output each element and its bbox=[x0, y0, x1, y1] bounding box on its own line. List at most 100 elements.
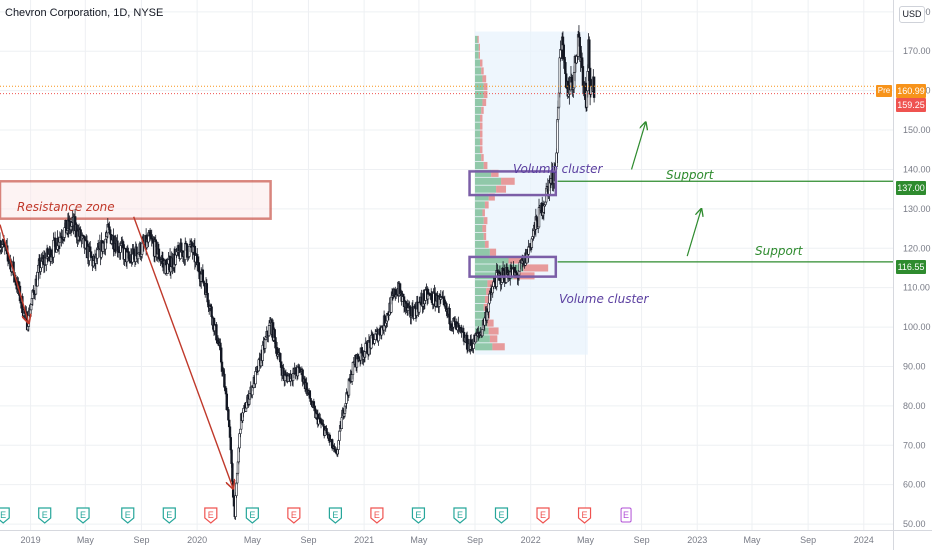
volume-profile-bar-down bbox=[484, 295, 490, 304]
x-tick-label: Sep bbox=[300, 535, 316, 545]
x-tick-label: 2019 bbox=[21, 535, 41, 545]
earnings-marker[interactable]: E bbox=[494, 507, 509, 524]
candle-body bbox=[527, 246, 530, 255]
y-tick-label: 170.00 bbox=[903, 46, 931, 56]
earnings-marker-letter: E bbox=[249, 510, 255, 520]
candle-body bbox=[234, 495, 237, 517]
volume-profile-bar-down bbox=[496, 185, 507, 193]
earnings-marker[interactable]: E bbox=[162, 507, 176, 524]
earnings-marker-letter: E bbox=[291, 510, 297, 520]
earnings-marker-letter: E bbox=[332, 510, 338, 520]
candle-body bbox=[215, 324, 218, 341]
downtrend-arrow bbox=[133, 216, 233, 489]
earnings-marker[interactable]: E bbox=[577, 507, 592, 524]
volume-profile-bar-up bbox=[475, 217, 484, 225]
volume-profile-bar-up bbox=[475, 59, 480, 67]
candle-body bbox=[448, 308, 451, 325]
downtrend-arrow bbox=[0, 224, 29, 324]
volume-cluster-bottom-label: Volume cluster bbox=[559, 292, 649, 306]
y-tick-label: 70.00 bbox=[903, 440, 926, 450]
x-tick-label: Sep bbox=[800, 535, 816, 545]
volume-profile-bar-down bbox=[479, 114, 483, 122]
earnings-marker-badge bbox=[411, 507, 426, 524]
earnings-marker[interactable]: E bbox=[453, 507, 467, 524]
earnings-marker[interactable]: E bbox=[245, 507, 259, 524]
candle-body bbox=[185, 243, 189, 251]
volume-profile-bar-up bbox=[475, 98, 483, 106]
earnings-marker[interactable]: E bbox=[0, 507, 10, 524]
earnings-marker-letter: E bbox=[80, 510, 86, 520]
candle-body bbox=[29, 304, 33, 311]
currency-badge[interactable]: USD bbox=[899, 6, 925, 23]
volume-profile-bar-up bbox=[475, 335, 490, 343]
earnings-marker-letter: E bbox=[457, 510, 463, 520]
volume-profile-bar-down bbox=[489, 335, 498, 343]
x-tick-label: 2022 bbox=[521, 535, 541, 545]
volume-profile-bar-up bbox=[475, 51, 479, 59]
candle-body bbox=[558, 57, 561, 94]
volume-profile-bar-down bbox=[482, 225, 487, 233]
earnings-marker-badge bbox=[328, 507, 342, 524]
volume-profile-bar-up bbox=[475, 91, 484, 99]
volume-profile-bar-up bbox=[475, 343, 493, 351]
volume-profile-bar-down bbox=[478, 51, 480, 59]
earnings-marker-letter: E bbox=[166, 510, 172, 520]
earnings-marker-badge bbox=[162, 507, 176, 524]
earnings-marker[interactable]: E bbox=[287, 507, 301, 524]
volume-profile-bar-down bbox=[482, 75, 487, 83]
earnings-marker-letter: E bbox=[498, 510, 504, 520]
candle-body bbox=[140, 242, 144, 255]
candle-body bbox=[147, 235, 150, 243]
volume-profile-bar-up bbox=[475, 138, 480, 146]
volume-profile-bar-up bbox=[475, 280, 488, 288]
earnings-marker[interactable]: E bbox=[620, 507, 632, 523]
earnings-marker-badge bbox=[204, 507, 218, 524]
candle-body bbox=[231, 463, 234, 482]
volume-cluster-box bbox=[468, 255, 558, 278]
volume-profile-bar-up bbox=[475, 75, 483, 83]
resistance-zone-box bbox=[0, 180, 272, 220]
earnings-marker-letter: E bbox=[623, 510, 629, 520]
earnings-marker[interactable]: E bbox=[204, 507, 218, 524]
volume-profile-bar-up bbox=[475, 319, 488, 327]
volume-profile-bar-up bbox=[475, 83, 484, 91]
earnings-marker-letter: E bbox=[582, 510, 588, 520]
candle-body bbox=[201, 269, 205, 283]
x-tick-label: Sep bbox=[634, 535, 650, 545]
volume-profile-bar-up bbox=[475, 130, 480, 138]
volume-profile-bar-up bbox=[475, 295, 485, 304]
earnings-marker[interactable]: E bbox=[370, 507, 384, 524]
y-tick-label: 140.00 bbox=[903, 164, 931, 174]
support-label-2: Support bbox=[755, 244, 803, 258]
y-tick-label: 60.00 bbox=[903, 480, 926, 490]
x-tick-label: 2021 bbox=[354, 535, 374, 545]
volume-profile-bar-down bbox=[489, 248, 497, 256]
earnings-marker-letter: E bbox=[374, 510, 380, 520]
candle-body bbox=[108, 229, 112, 235]
earnings-marker[interactable]: E bbox=[411, 507, 426, 524]
volume-profile-bar-down bbox=[482, 209, 485, 217]
volume-profile-bar-down bbox=[483, 83, 488, 91]
earnings-marker[interactable]: E bbox=[38, 507, 52, 524]
y-tick-label: 150.00 bbox=[903, 125, 931, 135]
y-tick-label: 120.00 bbox=[903, 243, 931, 253]
earnings-marker-letter: E bbox=[0, 510, 6, 520]
volume-profile-bar-down bbox=[479, 59, 483, 67]
earnings-marker[interactable]: E bbox=[536, 507, 550, 524]
volume-profile-bar-down bbox=[487, 319, 494, 327]
earnings-marker[interactable]: E bbox=[121, 507, 135, 524]
earnings-marker[interactable]: E bbox=[328, 507, 342, 524]
candle-body bbox=[263, 339, 267, 349]
volume-profile-bar-up bbox=[475, 303, 484, 311]
volume-profile-bar-up bbox=[475, 146, 480, 154]
x-tick-label: May bbox=[743, 535, 761, 545]
earnings-marker[interactable]: E bbox=[76, 507, 90, 524]
candle-body bbox=[227, 409, 230, 421]
y-tick-label: 90.00 bbox=[903, 361, 926, 371]
volume-profile-bar-down bbox=[483, 91, 488, 99]
pre-market-tag: Pre bbox=[876, 85, 892, 97]
earnings-marker-badge bbox=[38, 507, 52, 524]
x-tick-label: May bbox=[77, 535, 95, 545]
support-arrow bbox=[630, 122, 646, 170]
